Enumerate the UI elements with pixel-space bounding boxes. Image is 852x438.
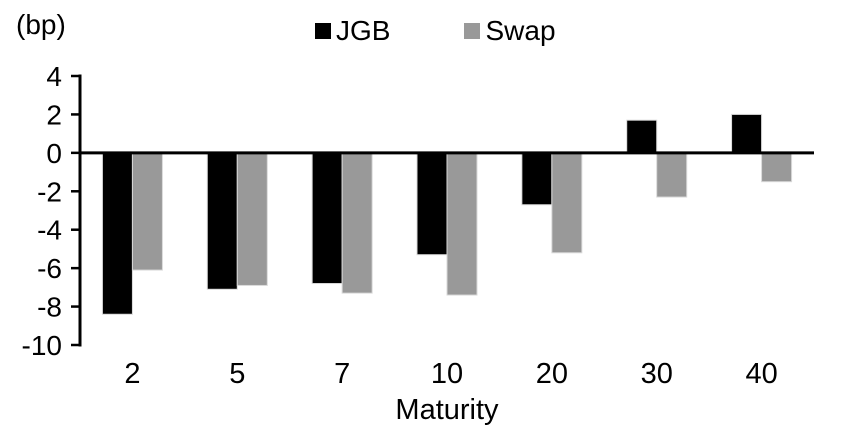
y-tick-label: -2 [37,176,62,207]
legend-label-swap: Swap [485,15,556,46]
legend-item-swap: Swap [464,15,556,46]
bar-swap-2 [131,152,163,271]
x-tick-label: 5 [229,358,245,390]
bar-swap-7 [341,152,373,294]
bar-jgb-20 [521,152,553,206]
chart-legend: JGB Swap [315,14,556,48]
x-axis-title: Maturity [395,394,499,426]
y-tick-label: -8 [37,292,62,323]
legend-item-jgb: JGB [315,17,390,45]
bar-jgb-7 [311,152,343,285]
legend-swatch-swap [464,23,481,39]
legend-label-jgb: JGB [336,15,391,46]
y-tick-label: 4 [46,61,62,92]
x-tick-label: 20 [536,358,568,390]
bar-jgb-5 [206,152,238,290]
y-tick-label: 2 [46,99,62,130]
bar-swap-20 [551,152,583,254]
x-tick-label: 30 [641,358,673,390]
x-tick-label: 40 [745,358,777,390]
y-tick-label: -10 [22,330,62,361]
bar-swap-40 [761,152,793,183]
y-tick-label: -4 [37,215,62,246]
bar-swap-30 [656,152,688,198]
bar-jgb-10 [416,152,448,256]
bar-jgb-40 [731,113,763,154]
x-tick-label: 7 [334,358,350,390]
bar-swap-10 [446,152,478,296]
y-axis-unit-label: (bp) [16,9,66,40]
x-tick-label: 2 [124,358,140,390]
legend-swatch-jgb [315,23,331,39]
bar-jgb-30 [626,119,658,154]
y-tick-label: 0 [46,138,62,169]
bar-swap-5 [236,152,268,286]
bar-jgb-2 [101,152,133,315]
x-tick-label: 10 [431,358,463,390]
y-tick-label: -6 [37,253,62,284]
